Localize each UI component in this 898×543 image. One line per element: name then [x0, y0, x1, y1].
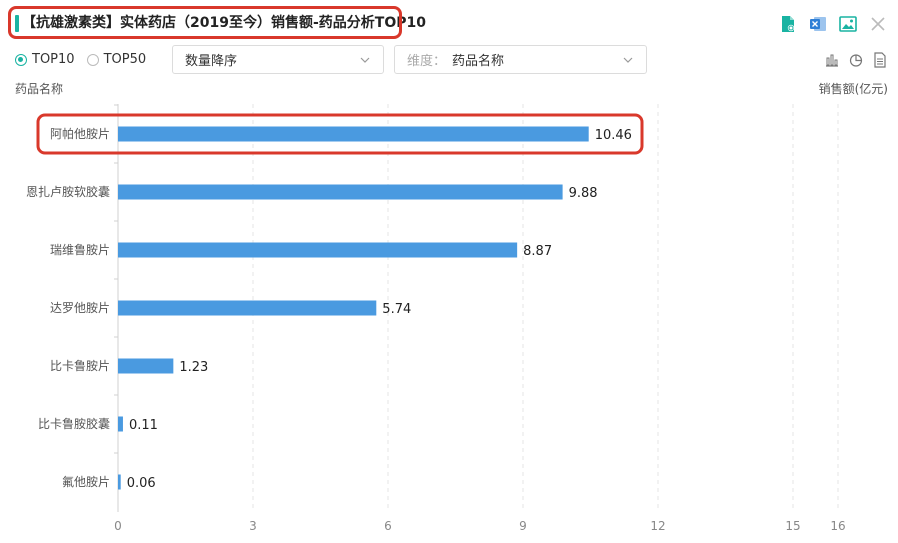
value-label: 10.46	[595, 128, 632, 143]
radio-dot-checked	[15, 53, 27, 66]
radio-top10[interactable]: TOP10	[15, 52, 75, 67]
value-label: 5.74	[382, 302, 411, 317]
bar	[118, 184, 563, 200]
bar-chart-icon[interactable]	[824, 52, 840, 68]
value-label: 0.06	[127, 476, 156, 491]
category-label: 达罗他胺片	[50, 301, 110, 315]
doc-refresh-icon[interactable]	[778, 14, 798, 34]
category-label: 氟他胺片	[62, 475, 110, 489]
radio-top10-label: TOP10	[32, 52, 75, 67]
y-axis-title: 药品名称	[15, 82, 64, 96]
bar	[118, 416, 123, 432]
close-icon[interactable]	[868, 14, 888, 34]
value-label: 1.23	[179, 360, 208, 375]
x-tick-label: 12	[650, 519, 665, 533]
bar	[118, 300, 377, 316]
chart-title: 【抗雄激素类】实体药店（2019至今）销售额-药品分析TOP10	[22, 15, 426, 31]
top-toolbar	[778, 14, 888, 34]
bar	[118, 242, 518, 258]
pie-chart-icon[interactable]	[848, 52, 864, 68]
title-accent-bar	[15, 15, 19, 32]
dimension-select-value: 药品名称	[452, 54, 505, 69]
category-label: 阿帕他胺片	[50, 126, 110, 141]
value-label: 0.11	[129, 418, 158, 433]
x-tick-label: 9	[519, 519, 527, 533]
category-label: 比卡鲁胺片	[50, 359, 110, 373]
highlight-box	[36, 113, 644, 155]
x-tick-label: 15	[785, 519, 800, 533]
view-switcher	[824, 52, 888, 68]
category-label: 比卡鲁胺胶囊	[38, 416, 110, 431]
table-icon[interactable]	[872, 52, 888, 68]
bar	[118, 358, 174, 374]
x-tick-label: 6	[384, 519, 392, 533]
category-label: 瑞维鲁胺片	[50, 243, 110, 257]
radio-dot	[86, 53, 99, 66]
image-export-icon[interactable]	[838, 14, 858, 34]
category-label: 恩扎卢胺软胶囊	[26, 184, 110, 199]
radio-top50-label: TOP50	[103, 52, 147, 67]
x-tick-label: 0	[114, 519, 122, 533]
bar	[118, 126, 589, 142]
x-tick-label: 3	[249, 519, 257, 533]
top-n-radio-group: TOP10 TOP50	[15, 52, 158, 67]
dimension-prefix: 维度：	[407, 54, 447, 69]
sort-select[interactable]: 数量降序	[172, 45, 384, 74]
title-highlight-box	[8, 6, 402, 39]
value-label: 8.87	[523, 244, 552, 259]
x-tick-label: 16	[830, 519, 845, 533]
sort-select-value: 数量降序	[185, 54, 238, 69]
chevron-down-icon	[360, 57, 370, 63]
bar	[118, 474, 121, 490]
x-axis-title: 销售额(亿元)	[818, 82, 888, 96]
dimension-select[interactable]: 维度： 药品名称	[394, 45, 647, 74]
excel-export-icon[interactable]	[808, 14, 828, 34]
radio-top50[interactable]: TOP50	[86, 52, 147, 67]
value-label: 9.88	[569, 186, 598, 201]
chevron-down-icon	[623, 57, 633, 63]
